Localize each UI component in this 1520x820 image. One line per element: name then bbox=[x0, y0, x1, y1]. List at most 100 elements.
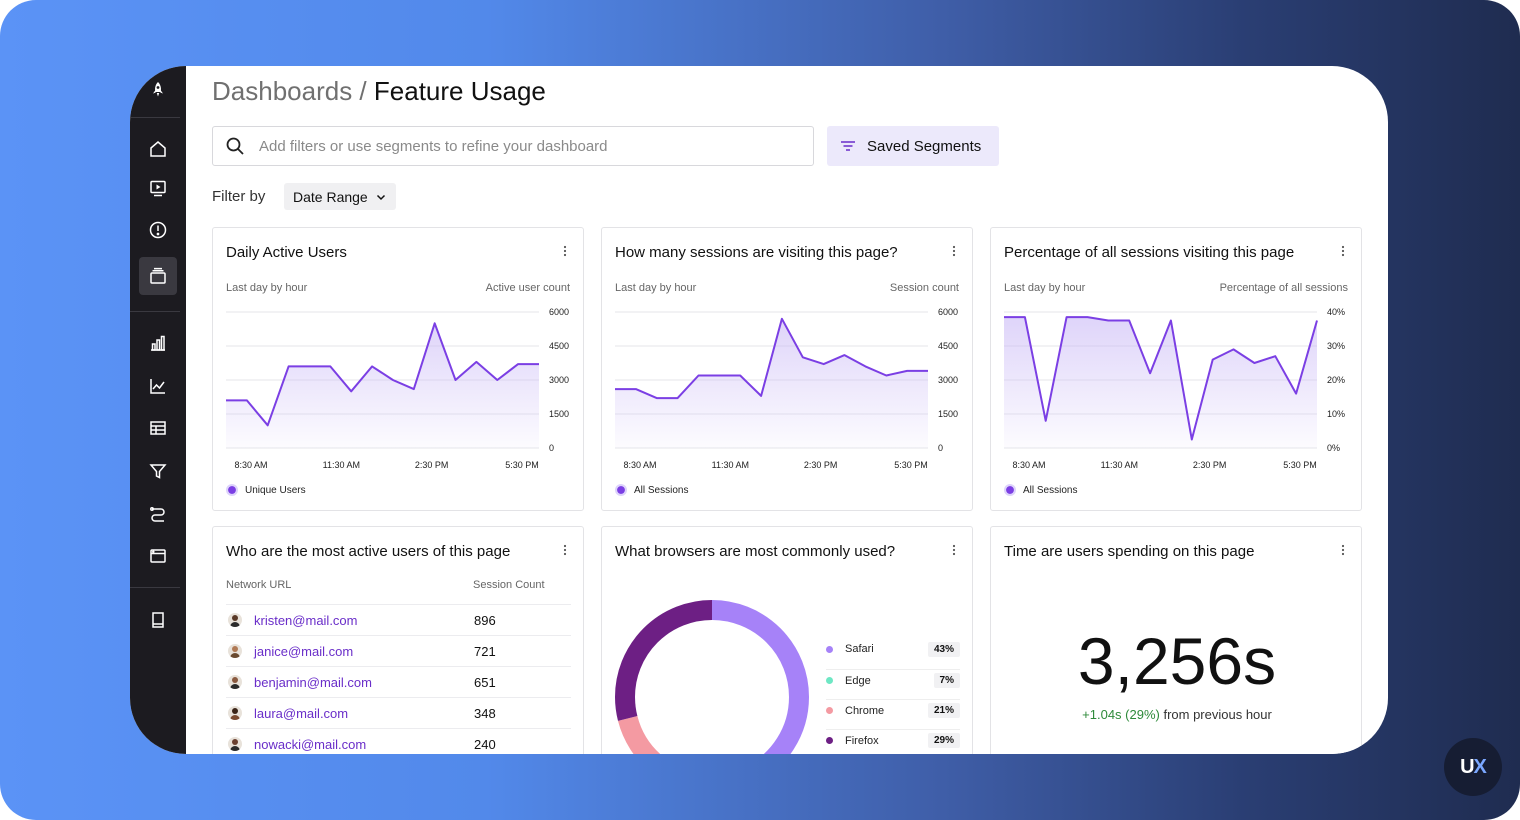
alert-icon[interactable] bbox=[139, 211, 177, 249]
user-email-link[interactable]: laura@mail.com bbox=[254, 705, 349, 721]
browser-window-icon[interactable] bbox=[139, 537, 177, 575]
series-area bbox=[1004, 317, 1317, 448]
x-tick-label: 5:30 PM bbox=[1283, 460, 1317, 470]
user-email-link[interactable]: benjamin@mail.com bbox=[254, 674, 372, 690]
y-tick-label: 40% bbox=[1327, 307, 1345, 317]
date-range-dropdown[interactable]: Date Range bbox=[284, 183, 396, 210]
card-active-users: Who are the most active users of this pa… bbox=[212, 526, 584, 754]
session-replay-icon[interactable] bbox=[139, 169, 177, 207]
search-placeholder: Add filters or use segments to refine yo… bbox=[259, 137, 608, 155]
legend-label: All Sessions bbox=[1023, 484, 1078, 496]
user-email-link[interactable]: nowacki@mail.com bbox=[254, 736, 367, 752]
table-icon[interactable] bbox=[139, 409, 177, 447]
delta-suffix: from previous hour bbox=[1159, 707, 1272, 722]
legend-label: All Sessions bbox=[634, 484, 689, 496]
session-count: 721 bbox=[474, 643, 496, 659]
x-tick-label: 2:30 PM bbox=[415, 460, 449, 470]
legend-dot bbox=[826, 707, 833, 714]
funnel-icon[interactable] bbox=[139, 452, 177, 490]
breadcrumb-current: Feature Usage bbox=[373, 76, 546, 106]
page-title: Dashboards / Feature Usage bbox=[212, 76, 546, 107]
x-tick-label: 2:30 PM bbox=[804, 460, 838, 470]
column-header-count[interactable]: Session Count bbox=[473, 579, 545, 591]
user-email-link[interactable]: kristen@mail.com bbox=[254, 612, 358, 628]
browser-legend-row[interactable]: Firefox 29% bbox=[826, 729, 960, 751]
bar-chart-icon[interactable] bbox=[139, 324, 177, 362]
table-row[interactable]: laura@mail.com 348 bbox=[226, 697, 571, 728]
browser-legend-row[interactable]: Chrome 21% bbox=[826, 699, 960, 721]
chart-subtitle: Last day by hour bbox=[1004, 282, 1086, 294]
x-tick-label: 5:30 PM bbox=[894, 460, 928, 470]
browser-percent: 21% bbox=[927, 703, 960, 718]
dau-line-chart: 0 1500 3000 4500 6000 8:30 AM 11:30 AM 2:30 PM 5… bbox=[226, 307, 569, 470]
table-row[interactable]: nowacki@mail.com 240 bbox=[226, 728, 571, 754]
user-email-link[interactable]: janice@mail.com bbox=[254, 643, 354, 659]
more-options-icon[interactable] bbox=[1337, 543, 1349, 557]
sidebar bbox=[130, 66, 186, 754]
home-icon[interactable] bbox=[139, 130, 177, 168]
y-tick-label: 1500 bbox=[938, 409, 958, 419]
browser-percent: 43% bbox=[927, 641, 960, 657]
more-options-icon[interactable] bbox=[1337, 244, 1349, 258]
y-tick-label: 0% bbox=[1327, 443, 1340, 453]
delta-change: +1.04s (29%) bbox=[1082, 707, 1160, 722]
x-tick-label: 8:30 AM bbox=[1012, 460, 1045, 470]
browser-donut-chart bbox=[615, 600, 809, 754]
sidebar-divider bbox=[130, 587, 180, 588]
avatar bbox=[228, 644, 242, 658]
legend-dot bbox=[226, 484, 238, 496]
saved-segments-button[interactable]: Saved Segments bbox=[827, 126, 999, 166]
avatar bbox=[228, 613, 242, 627]
session-count: 240 bbox=[474, 736, 496, 752]
table-row[interactable]: janice@mail.com 721 bbox=[226, 635, 571, 666]
card-daily-active-users: Daily Active Users Last day by hour Acti… bbox=[212, 227, 584, 511]
card-title: Percentage of all sessions visiting this… bbox=[1004, 244, 1295, 261]
browser-percent: 7% bbox=[933, 673, 960, 688]
legend-dot bbox=[1004, 484, 1016, 496]
chart-legend[interactable]: Unique Users bbox=[226, 484, 306, 496]
filter-by-label: Filter by bbox=[212, 188, 266, 205]
chart-subtitle: Last day by hour bbox=[226, 282, 308, 294]
card-time-on-page: Time are users spending on this page 3,2… bbox=[990, 526, 1362, 754]
breadcrumb-dashboards[interactable]: Dashboards / bbox=[212, 76, 367, 106]
search-icon bbox=[226, 137, 244, 155]
avatar bbox=[228, 737, 242, 751]
chart-subtitle: Last day by hour bbox=[615, 282, 697, 294]
more-options-icon[interactable] bbox=[948, 244, 960, 258]
card-title: Who are the most active users of this pa… bbox=[226, 543, 511, 560]
table-row[interactable]: kristen@mail.com 896 bbox=[226, 604, 571, 635]
saved-segments-label: Saved Segments bbox=[867, 137, 982, 155]
more-options-icon[interactable] bbox=[948, 543, 960, 557]
chart-legend[interactable]: All Sessions bbox=[1004, 484, 1077, 496]
browser-legend-row[interactable]: Edge 7% bbox=[826, 669, 960, 691]
more-options-icon[interactable] bbox=[559, 244, 571, 258]
y-tick-label: 6000 bbox=[938, 307, 958, 317]
card-title: Daily Active Users bbox=[226, 244, 347, 261]
session-count: 651 bbox=[474, 674, 496, 690]
path-icon[interactable] bbox=[139, 495, 177, 533]
book-icon[interactable] bbox=[139, 601, 177, 639]
series-area bbox=[615, 318, 928, 448]
browser-legend-row[interactable]: Safari 43% bbox=[826, 638, 960, 660]
table-row[interactable]: benjamin@mail.com 651 bbox=[226, 666, 571, 697]
rocket-logo-icon[interactable] bbox=[139, 71, 177, 109]
percentage-line-chart: 0% 10% 20% 30% 40% 8:30 AM 11:30 AM 2:30 PM 5:30… bbox=[1004, 307, 1345, 470]
x-tick-label: 11:30 AM bbox=[323, 460, 360, 470]
column-header-url[interactable]: Network URL bbox=[226, 579, 292, 591]
line-chart-icon[interactable] bbox=[139, 367, 177, 405]
x-tick-label: 11:30 AM bbox=[1101, 460, 1138, 470]
dashboards-icon[interactable] bbox=[139, 257, 177, 295]
y-tick-label: 4500 bbox=[549, 341, 569, 351]
legend-dot bbox=[826, 677, 833, 684]
chart-legend[interactable]: All Sessions bbox=[615, 484, 688, 496]
sessions-line-chart: 0 1500 3000 4500 6000 8:30 AM 11:30 AM 2:30 PM 5… bbox=[615, 307, 958, 470]
card-title: Time are users spending on this page bbox=[1004, 543, 1255, 560]
avatar bbox=[228, 675, 242, 689]
legend-dot bbox=[615, 484, 627, 496]
app-window: Dashboards / Feature Usage Add filters o… bbox=[130, 66, 1388, 754]
search-input[interactable]: Add filters or use segments to refine yo… bbox=[212, 126, 814, 166]
x-tick-label: 2:30 PM bbox=[1193, 460, 1227, 470]
more-options-icon[interactable] bbox=[559, 543, 571, 557]
sidebar-divider bbox=[130, 311, 180, 312]
